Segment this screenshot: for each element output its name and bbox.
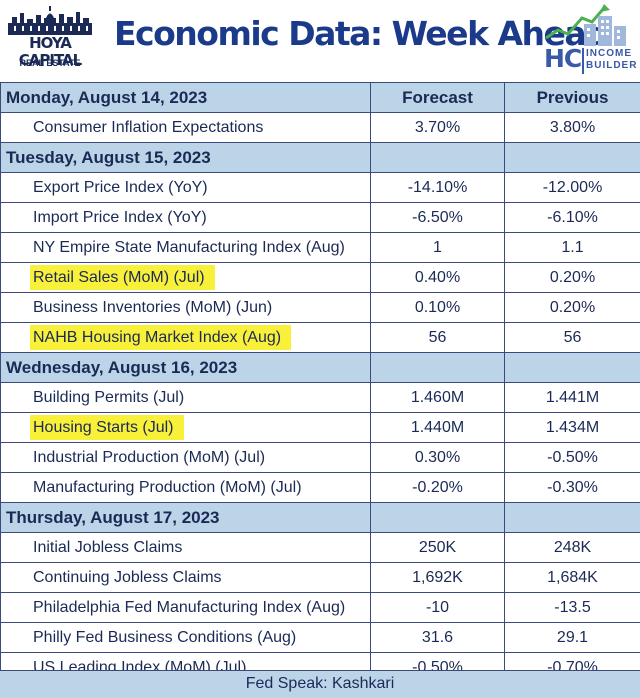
- table-row: Housing Starts (Jul) 1.440M 1.434M: [0, 412, 640, 443]
- table-row: Retail Sales (MoM) (Jul) 0.40% 0.20%: [0, 262, 640, 293]
- table-row: Philly Fed Business Conditions (Aug) 31.…: [0, 622, 640, 653]
- indicator-name: Philadelphia Fed Manufacturing Index (Au…: [0, 592, 371, 623]
- previous-value: 248K: [504, 532, 640, 563]
- previous-value: 0.20%: [504, 262, 640, 293]
- logo-divider: [582, 48, 584, 74]
- previous-value: -13.5: [504, 592, 640, 623]
- page-title: Economic Data: Week Ahead: [114, 14, 609, 53]
- indicator-name: Export Price Index (YoY): [0, 172, 371, 203]
- day-header-row: Wednesday, August 16, 2023: [0, 352, 640, 383]
- forecast-value: 1.440M: [370, 412, 505, 443]
- table-row: NAHB Housing Market Index (Aug) 56 56: [0, 322, 640, 353]
- forecast-value: 3.70%: [370, 112, 505, 143]
- previous-value: 1.441M: [504, 382, 640, 413]
- table-row: Export Price Index (YoY) -14.10% -12.00%: [0, 172, 640, 203]
- forecast-value: -0.20%: [370, 472, 505, 503]
- indicator-name: NY Empire State Manufacturing Index (Aug…: [0, 232, 371, 263]
- day-date: Monday, August 14, 2023: [0, 82, 371, 113]
- table-row: Manufacturing Production (MoM) (Jul) -0.…: [0, 472, 640, 503]
- economic-calendar-table: Monday, August 14, 2023 Forecast Previou…: [0, 82, 640, 683]
- hoya-capital-subtitle: REAL ESTATE: [19, 58, 81, 68]
- day-header-row: Tuesday, August 15, 2023: [0, 142, 640, 173]
- highlighted-indicator-name: Housing Starts (Jul): [30, 414, 184, 440]
- table-row: Business Inventories (MoM) (Jun) 0.10% 0…: [0, 292, 640, 323]
- income-word: INCOME: [586, 48, 632, 59]
- forecast-value: 1.460M: [370, 382, 505, 413]
- forecast-value: 0.40%: [370, 262, 505, 293]
- table-row: Philadelphia Fed Manufacturing Index (Au…: [0, 592, 640, 623]
- previous-value: 1,684K: [504, 562, 640, 593]
- previous-value: -0.50%: [504, 442, 640, 473]
- table-row: NY Empire State Manufacturing Index (Aug…: [0, 232, 640, 263]
- indicator-name: Philly Fed Business Conditions (Aug): [0, 622, 371, 653]
- rising-chart-building-icon: [545, 4, 626, 46]
- table-row: Building Permits (Jul) 1.460M 1.441M: [0, 382, 640, 413]
- builder-word: BUILDER: [586, 60, 638, 71]
- day-date: Thursday, August 17, 2023: [0, 502, 371, 533]
- previous-value: -0.30%: [504, 472, 640, 503]
- forecast-value: 56: [370, 322, 505, 353]
- indicator-name: Consumer Inflation Expectations: [0, 112, 371, 143]
- forecast-column-header: Forecast: [370, 82, 505, 113]
- forecast-value: -6.50%: [370, 202, 505, 233]
- forecast-value: 0.10%: [370, 292, 505, 323]
- indicator-name: Initial Jobless Claims: [0, 532, 371, 563]
- table-row: Consumer Inflation Expectations 3.70% 3.…: [0, 112, 640, 143]
- indicator-name: Import Price Index (YoY): [0, 202, 371, 233]
- highlighted-indicator-name: NAHB Housing Market Index (Aug): [30, 324, 292, 350]
- previous-column-header: Previous: [504, 82, 640, 113]
- day-header-row: Thursday, August 17, 2023: [0, 502, 640, 533]
- day-date: Tuesday, August 15, 2023: [0, 142, 371, 173]
- forecast-value: 31.6: [370, 622, 505, 653]
- day-date: Wednesday, August 16, 2023: [0, 352, 371, 383]
- table-row: Initial Jobless Claims 250K 248K: [0, 532, 640, 563]
- previous-value: -12.00%: [504, 172, 640, 203]
- hoya-capital-logo: HOYA CAPITAL REAL ESTATE: [6, 5, 94, 75]
- indicator-name: Building Permits (Jul): [0, 382, 371, 413]
- indicator-name: Manufacturing Production (MoM) (Jul): [0, 472, 371, 503]
- hc-letters: HC: [544, 44, 582, 73]
- highlighted-indicator-name: Retail Sales (MoM) (Jul): [30, 264, 215, 290]
- table-row: Continuing Jobless Claims 1,692K 1,684K: [0, 562, 640, 593]
- previous-value: 1.434M: [504, 412, 640, 443]
- indicator-name: Continuing Jobless Claims: [0, 562, 371, 593]
- income-builder-logo: HC INCOME BUILDER: [538, 4, 636, 80]
- capitol-skyline-icon: [8, 6, 92, 35]
- previous-value: 56: [504, 322, 640, 353]
- indicator-name: Industrial Production (MoM) (Jul): [0, 442, 371, 473]
- forecast-value: 0.30%: [370, 442, 505, 473]
- income-builder-text: INCOME BUILDER: [586, 48, 638, 72]
- hoya-capital-brand: HOYA CAPITAL: [18, 34, 82, 69]
- forecast-value: 1,692K: [370, 562, 505, 593]
- day-header-row: Monday, August 14, 2023 Forecast Previou…: [0, 82, 640, 113]
- previous-value: 29.1: [504, 622, 640, 653]
- table-row: Import Price Index (YoY) -6.50% -6.10%: [0, 202, 640, 233]
- indicator-name: Business Inventories (MoM) (Jun): [0, 292, 371, 323]
- forecast-value: 250K: [370, 532, 505, 563]
- header: HOYA CAPITAL REAL ESTATE Economic Data: …: [0, 0, 640, 82]
- forecast-value: -10: [370, 592, 505, 623]
- previous-value: 3.80%: [504, 112, 640, 143]
- forecast-value: 1: [370, 232, 505, 263]
- previous-value: 0.20%: [504, 292, 640, 323]
- previous-value: 1.1: [504, 232, 640, 263]
- previous-value: -6.10%: [504, 202, 640, 233]
- fed-speak-footer: Fed Speak: Kashkari: [0, 670, 640, 698]
- table-row: Industrial Production (MoM) (Jul) 0.30% …: [0, 442, 640, 473]
- forecast-value: -14.10%: [370, 172, 505, 203]
